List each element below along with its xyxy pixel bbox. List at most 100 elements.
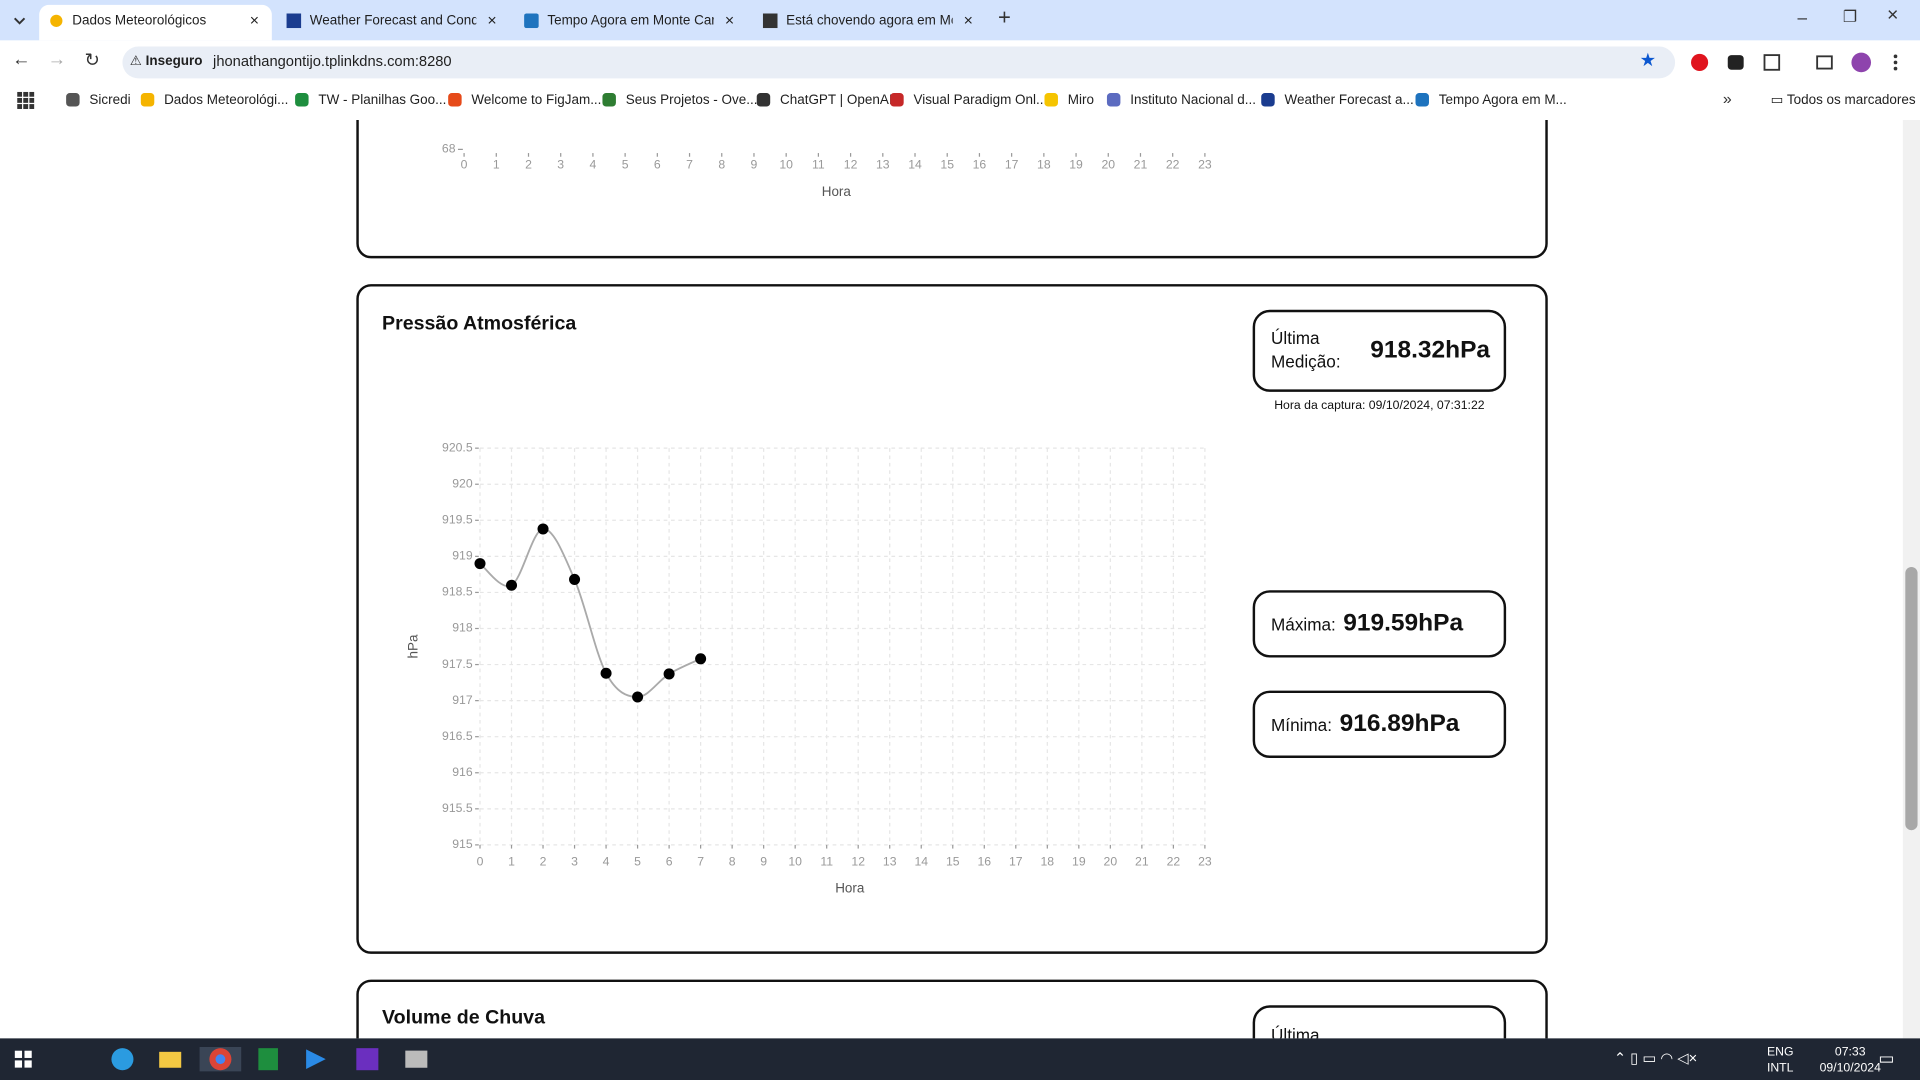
maximum-box: Máxima: 919.59hPa xyxy=(1252,590,1507,658)
x-tick-label: 0 xyxy=(477,854,484,868)
tab[interactable]: Weather Forecast and Conditio × xyxy=(277,5,510,41)
tab-close[interactable]: × xyxy=(249,11,260,30)
tab-close[interactable]: × xyxy=(963,11,973,30)
point xyxy=(474,558,486,570)
x-tick-label: 21 xyxy=(1134,158,1148,172)
extension-icon[interactable] xyxy=(1727,55,1744,70)
clock[interactable]: 07:33 09/10/2024 xyxy=(1820,1044,1881,1076)
bookmark[interactable]: Welcome to FigJam... xyxy=(471,93,602,108)
tab[interactable]: Dados Meteorológicos × xyxy=(39,4,272,41)
close-window[interactable]: × xyxy=(1886,4,1899,26)
url[interactable]: jhonathangontijo.tplinkdns.com:8280 xyxy=(213,52,452,70)
bookmark[interactable]: Tempo Agora em M... xyxy=(1438,93,1567,108)
y-tick-label: 917 xyxy=(452,693,473,707)
security-chip[interactable]: ⚠ Inseguro xyxy=(129,53,203,69)
menu[interactable] xyxy=(1893,54,1898,59)
x-axis-label: Hora xyxy=(835,881,865,896)
tray-icons[interactable]: ⌃ ▯ ▭ ◠ ◁× xyxy=(1613,1049,1698,1067)
x-tick-label: 12 xyxy=(844,158,858,172)
forward[interactable]: → xyxy=(47,48,67,70)
x-tick-label: 6 xyxy=(666,854,673,868)
bookmark[interactable]: Dados Meteorológi... xyxy=(164,93,289,108)
capture-time: Hora da captura: 09/10/2024, 07:31:22 xyxy=(1274,399,1485,413)
x-tick-label: 7 xyxy=(697,854,704,868)
app-other[interactable] xyxy=(405,1050,428,1068)
all-bookmarks[interactable]: ▭ Todos os marcadores xyxy=(1770,93,1916,108)
menu xyxy=(1893,66,1898,71)
app-intellij[interactable] xyxy=(356,1048,379,1071)
x-tick-label: 23 xyxy=(1198,854,1212,868)
taskbar-apps xyxy=(111,1046,428,1072)
bookmark[interactable]: Sicredi xyxy=(89,93,131,108)
app-edge[interactable] xyxy=(111,1048,134,1071)
last-measurement-label: Última Medição: xyxy=(1271,328,1341,372)
tab[interactable]: Está chovendo agora em Monte × xyxy=(753,5,986,41)
x-tick-label: 16 xyxy=(973,158,987,172)
x-tick-label: 12 xyxy=(851,854,865,868)
x-tick-label: 18 xyxy=(1041,854,1055,868)
x-tick-label: 19 xyxy=(1072,854,1086,868)
more-bookmarks[interactable]: » xyxy=(1722,89,1732,108)
scrollbar xyxy=(1902,120,1920,1039)
tab[interactable]: Tempo Agora em Monte Carme × xyxy=(514,5,747,41)
profile[interactable] xyxy=(1851,52,1872,73)
bookmark[interactable]: Weather Forecast a... xyxy=(1284,93,1414,108)
y-axis-label: hPa xyxy=(405,634,420,658)
app-explorer[interactable] xyxy=(159,1051,182,1068)
x-tick-label: 20 xyxy=(1104,854,1118,868)
back[interactable]: ← xyxy=(12,48,31,70)
bookmark-icon xyxy=(1106,93,1121,107)
app-sheets[interactable] xyxy=(258,1048,278,1071)
last-measurement-label: Última xyxy=(1271,1024,1320,1039)
x-tick-label: 1 xyxy=(493,158,500,172)
app-vscode[interactable] xyxy=(306,1049,326,1069)
taskbar: ENG INTL 07:33 09/10/2024 ⌃ ▯ ▭ ◠ ◁× ▭ xyxy=(0,1038,1920,1080)
bookmark-icon xyxy=(1261,93,1275,107)
date: 09/10/2024 xyxy=(1819,1061,1881,1076)
language: ENG xyxy=(1766,1045,1794,1060)
apps-icon[interactable] xyxy=(17,91,35,109)
bookmark[interactable]: Seus Projetos - Ove... xyxy=(625,93,758,108)
point xyxy=(537,523,549,535)
tab-close[interactable]: × xyxy=(724,11,735,30)
x-tick-label: 4 xyxy=(590,158,597,172)
x-tick-label: 10 xyxy=(788,854,802,868)
new-tab[interactable]: + xyxy=(997,4,1011,30)
start-button[interactable] xyxy=(14,1050,32,1068)
input-language[interactable]: ENG INTL xyxy=(1767,1044,1794,1076)
extension-icon[interactable] xyxy=(1691,53,1709,72)
reload[interactable]: ↻ xyxy=(84,50,100,72)
bookmark[interactable]: Miro xyxy=(1067,93,1094,108)
bookmark[interactable]: TW - Planilhas Goo... xyxy=(318,93,447,108)
extensions-menu[interactable] xyxy=(1763,54,1781,71)
tab-search[interactable] xyxy=(10,11,30,31)
restore[interactable]: ❐ xyxy=(1842,7,1858,26)
x-tick-label: 13 xyxy=(883,854,897,868)
address-bar[interactable]: ⚠ Inseguro jhonathangontijo.tplinkdns.co… xyxy=(122,46,1676,79)
x-tick-label: 11 xyxy=(812,158,825,172)
x-tick-label: 13 xyxy=(876,158,890,172)
extensions xyxy=(1691,52,1898,73)
x-tick-label: 4 xyxy=(603,854,610,868)
app-chrome-dot xyxy=(215,1054,226,1065)
point xyxy=(663,668,675,680)
scrollbar-thumb[interactable] xyxy=(1905,566,1918,831)
bookmark[interactable]: ChatGPT | OpenAI xyxy=(780,93,893,108)
media-control[interactable] xyxy=(1816,55,1833,70)
x-tick-label: 6 xyxy=(654,158,661,172)
tab-title: Weather Forecast and Conditio xyxy=(309,13,477,29)
point xyxy=(632,691,644,703)
y-tick-label: 68 xyxy=(442,142,456,156)
bookmark-icon xyxy=(602,93,616,107)
bookmark[interactable]: Visual Paradigm Onl... xyxy=(913,93,1048,108)
bookmark[interactable]: Instituto Nacional d... xyxy=(1130,93,1257,108)
x-tick-label: 5 xyxy=(622,158,629,172)
tab-close[interactable]: × xyxy=(487,11,497,30)
minimum-box: Mínima: 916.89hPa xyxy=(1252,690,1507,758)
bookmark-star[interactable]: ★ xyxy=(1639,50,1657,72)
notifications[interactable]: ▭ xyxy=(1878,1048,1895,1068)
minimize[interactable]: – xyxy=(1797,7,1808,27)
x-tick-label: 17 xyxy=(1005,158,1019,172)
point xyxy=(569,573,581,585)
